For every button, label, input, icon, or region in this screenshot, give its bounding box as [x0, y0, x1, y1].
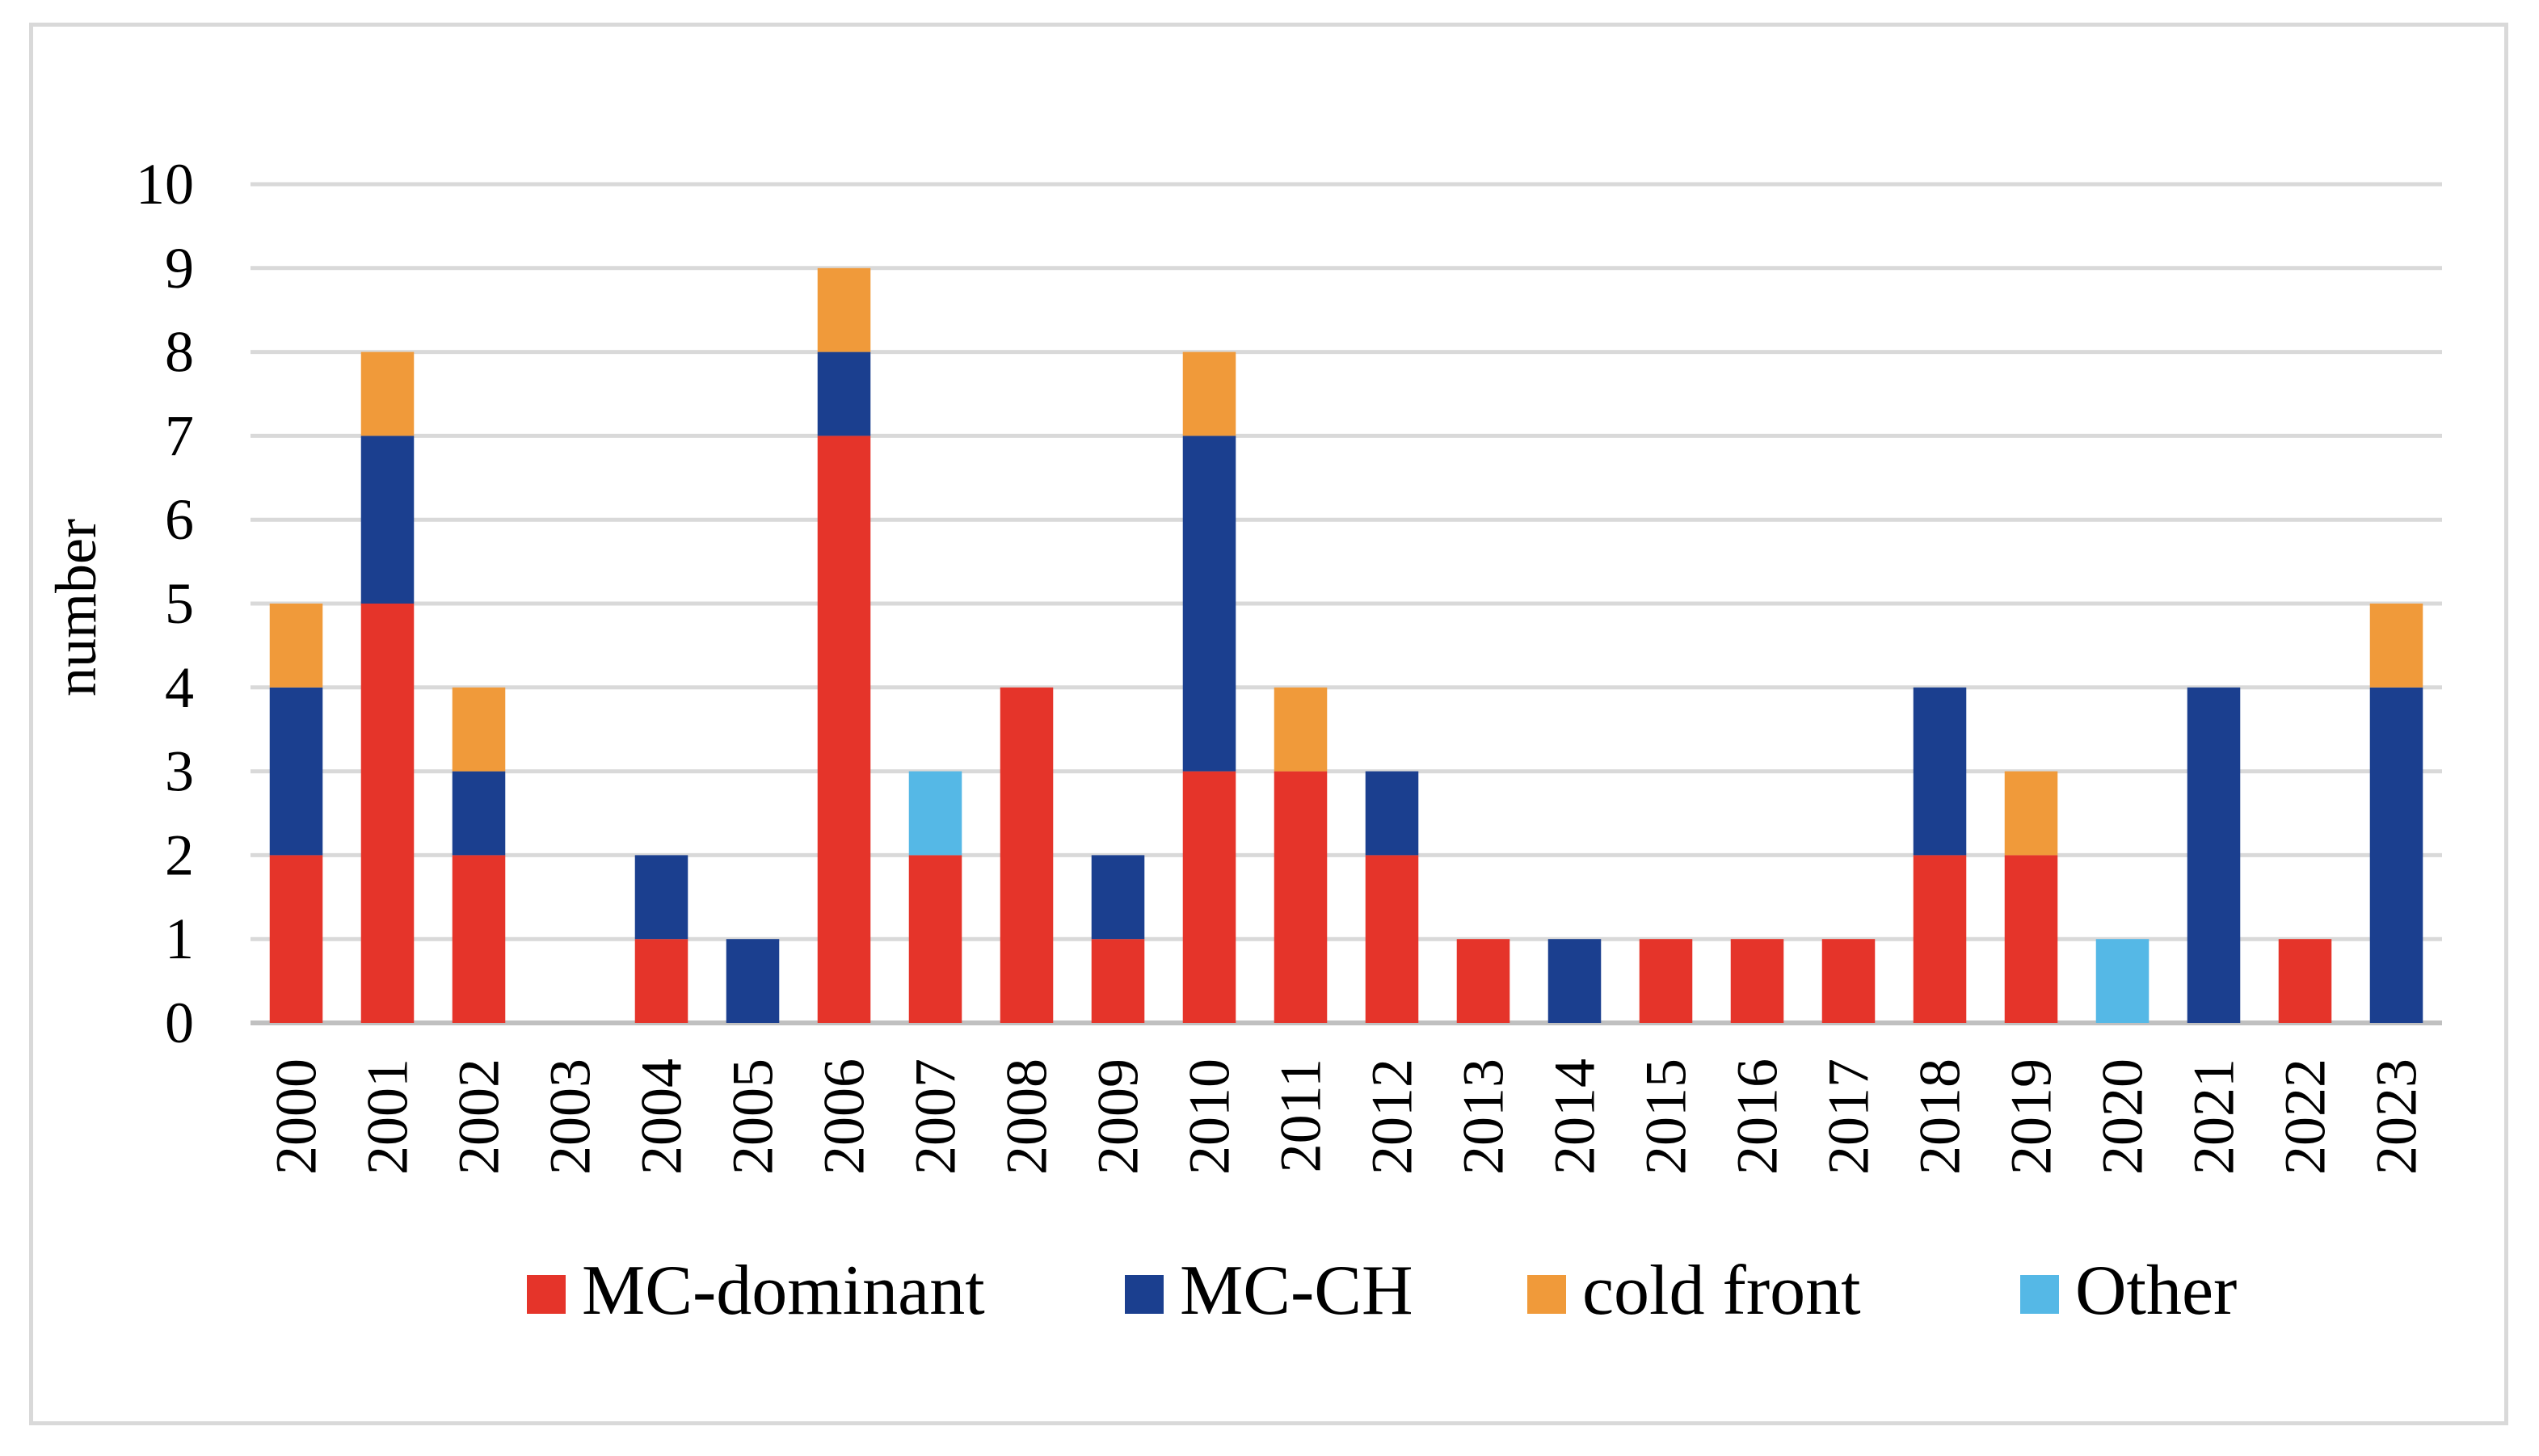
- x-tick-label: 2016: [1725, 1058, 1790, 1175]
- x-tick-label: 2008: [995, 1058, 1059, 1175]
- bar-2022-mc-dominant: [2278, 939, 2332, 1023]
- bar-2000-mc-ch: [269, 687, 323, 856]
- x-tick-label: 2003: [538, 1058, 603, 1175]
- bar-2018-mc-dominant: [1913, 855, 1967, 1023]
- x-tick-label: 2019: [1999, 1058, 2064, 1175]
- legend-label: MC-CH: [1180, 1252, 1413, 1330]
- bar-2013-mc-dominant: [1456, 939, 1510, 1023]
- bar-2008-mc-dominant: [1000, 687, 1054, 1023]
- y-tick-label: 10: [136, 152, 194, 217]
- bar-2004-mc-ch: [634, 855, 688, 940]
- legend-swatch-mc-ch: [1125, 1275, 1164, 1314]
- x-axis-ticks: 2000 2001 2002 2003 2004 2005 2006 2007 2008 2009…: [264, 1058, 2429, 1175]
- bar-2012-mc-dominant: [1365, 855, 1419, 1023]
- bar-2023-cold-front: [2369, 604, 2423, 688]
- chart-frame: [29, 23, 2508, 1425]
- legend-swatch-mc-dominant: [527, 1275, 566, 1314]
- bar-2007-mc-dominant: [908, 855, 962, 1023]
- x-tick-label: 2013: [1451, 1058, 1516, 1175]
- y-tick-label: 9: [165, 236, 194, 301]
- x-tick-label: 2023: [2364, 1058, 2429, 1175]
- bar-2009-mc-dominant: [1091, 939, 1145, 1023]
- bar-2020-other: [2095, 939, 2150, 1023]
- bar-2001-mc-dominant: [360, 604, 415, 1023]
- bar-2000-cold-front: [269, 604, 323, 688]
- y-tick-label: 6: [165, 487, 194, 552]
- gridlines: [251, 182, 2442, 1025]
- bar-2016-mc-dominant: [1730, 939, 1784, 1023]
- x-tick-label: 2010: [1177, 1058, 1242, 1175]
- x-tick-label: 2022: [2273, 1058, 2338, 1175]
- x-tick-label: 2014: [1543, 1058, 1607, 1175]
- bar-2004-mc-dominant: [634, 939, 688, 1023]
- y-tick-label: 4: [165, 655, 194, 720]
- bar-2015-mc-dominant: [1639, 939, 1693, 1023]
- bar-2011-mc-dominant: [1274, 771, 1328, 1023]
- x-tick-label: 2006: [812, 1058, 877, 1175]
- x-tick-label: 2004: [629, 1058, 694, 1175]
- legend-label: Other: [2075, 1252, 2237, 1330]
- bar-2000-mc-dominant: [269, 855, 323, 1023]
- bar-2005-mc-ch: [726, 939, 780, 1023]
- y-tick-label: 1: [165, 907, 194, 971]
- y-axis-label: number: [44, 519, 108, 696]
- y-tick-label: 3: [165, 739, 194, 804]
- x-tick-label: 2005: [721, 1058, 785, 1175]
- bar-2010-cold-front: [1182, 351, 1236, 436]
- x-tick-label: 2009: [1086, 1058, 1151, 1175]
- bar-2006-mc-ch: [817, 351, 871, 436]
- x-tick-label: 2002: [447, 1058, 512, 1175]
- bar-2001-cold-front: [360, 351, 415, 436]
- bar-2002-mc-ch: [452, 771, 506, 856]
- bar-2011-cold-front: [1274, 687, 1328, 772]
- x-tick-label: 2015: [1634, 1058, 1699, 1175]
- bar-2007-other: [908, 771, 962, 856]
- bar-2009-mc-ch: [1091, 855, 1145, 940]
- legend-swatch-other: [2020, 1275, 2059, 1314]
- bar-2012-mc-ch: [1365, 771, 1419, 856]
- bar-2019-cold-front: [2004, 771, 2058, 856]
- x-tick-label: 2007: [903, 1058, 968, 1175]
- x-tick-label: 2011: [1269, 1058, 1333, 1172]
- bar-2006-mc-dominant: [817, 436, 871, 1023]
- bar-2021-mc-ch: [2187, 687, 2241, 1023]
- bar-2017-mc-dominant: [1821, 939, 1876, 1023]
- x-tick-label: 2017: [1817, 1058, 1881, 1175]
- bar-2010-mc-dominant: [1182, 771, 1236, 1023]
- legend: MC-dominant MC-CH cold front Other: [527, 1252, 2237, 1330]
- bar-2018-mc-ch: [1913, 687, 1967, 856]
- bar-2023-mc-ch: [2369, 687, 2423, 1023]
- y-axis-ticks: 0 1 2 3 4 5 6 7 8 9 10: [136, 152, 194, 1055]
- x-tick-label: 2000: [264, 1058, 329, 1175]
- y-tick-label: 8: [165, 320, 194, 385]
- y-tick-label: 7: [165, 403, 194, 468]
- x-tick-label: 2018: [1908, 1058, 1973, 1175]
- bar-2002-cold-front: [452, 687, 506, 772]
- x-tick-label: 2012: [1360, 1058, 1425, 1175]
- x-tick-label: 2020: [2091, 1058, 2155, 1175]
- bar-2001-mc-ch: [360, 436, 415, 604]
- y-tick-label: 5: [165, 571, 194, 636]
- y-tick-label: 0: [165, 991, 194, 1055]
- bars: [269, 267, 2423, 1023]
- bar-2019-mc-dominant: [2004, 855, 2058, 1023]
- legend-label: MC-dominant: [582, 1252, 985, 1330]
- x-tick-label: 2001: [356, 1058, 420, 1175]
- legend-label: cold front: [1582, 1252, 1861, 1330]
- bar-2014-mc-ch: [1547, 939, 1602, 1023]
- x-tick-label: 2021: [2182, 1058, 2246, 1175]
- legend-swatch-cold-front: [1527, 1275, 1566, 1314]
- bar-2006-cold-front: [817, 267, 871, 352]
- bar-2010-mc-ch: [1182, 436, 1236, 772]
- y-tick-label: 2: [165, 823, 194, 887]
- bar-2002-mc-dominant: [452, 855, 506, 1023]
